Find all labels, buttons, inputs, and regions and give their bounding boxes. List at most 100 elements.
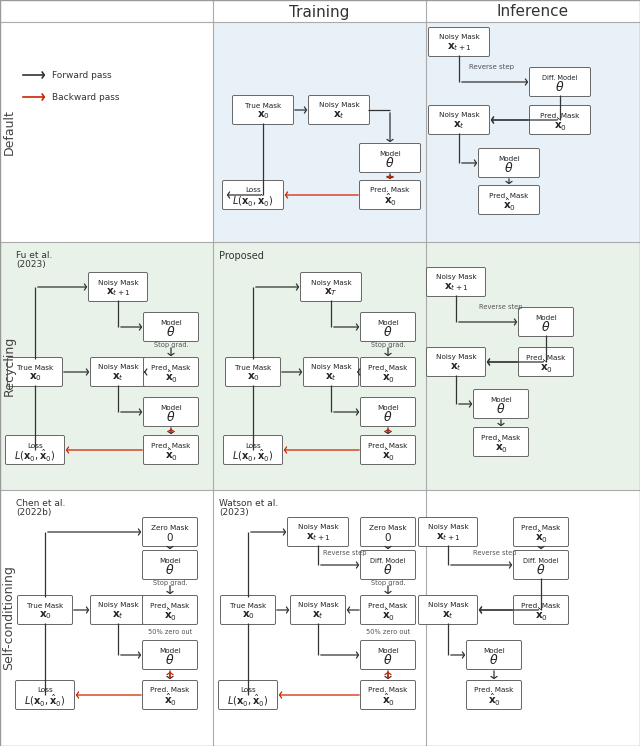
Text: (2023): (2023) xyxy=(16,260,45,269)
Text: Pred. Mask: Pred. Mask xyxy=(490,192,529,198)
Text: Noisy Mask: Noisy Mask xyxy=(428,524,468,530)
FancyBboxPatch shape xyxy=(467,680,522,709)
Text: Model: Model xyxy=(377,320,399,326)
Text: $\hat{\mathbf{x}}_0$: $\hat{\mathbf{x}}_0$ xyxy=(381,607,394,623)
FancyBboxPatch shape xyxy=(513,518,568,547)
FancyBboxPatch shape xyxy=(360,181,420,210)
FancyBboxPatch shape xyxy=(513,551,568,580)
FancyBboxPatch shape xyxy=(225,357,280,386)
FancyBboxPatch shape xyxy=(143,357,198,386)
FancyBboxPatch shape xyxy=(360,313,415,342)
Text: $\mathbf{x}_t$: $\mathbf{x}_t$ xyxy=(312,609,324,621)
Text: $\theta$: $\theta$ xyxy=(166,410,176,424)
Text: Noisy Mask: Noisy Mask xyxy=(298,524,339,530)
Text: Pred. Mask: Pred. Mask xyxy=(522,524,561,530)
Text: $\mathbf{x}_0$: $\mathbf{x}_0$ xyxy=(241,609,255,621)
Text: Noisy Mask: Noisy Mask xyxy=(98,603,138,609)
FancyBboxPatch shape xyxy=(419,518,477,547)
Text: Inference: Inference xyxy=(497,4,569,19)
FancyBboxPatch shape xyxy=(360,595,415,624)
Text: Chen et al.: Chen et al. xyxy=(16,498,65,507)
Text: Pred. Mask: Pred. Mask xyxy=(368,442,408,448)
Text: Pred. Mask: Pred. Mask xyxy=(368,365,408,371)
FancyBboxPatch shape xyxy=(143,398,198,427)
Text: 50% zero out: 50% zero out xyxy=(366,630,410,636)
Text: Pred. Mask: Pred. Mask xyxy=(368,603,408,609)
Text: Pred. Mask: Pred. Mask xyxy=(540,113,580,119)
FancyBboxPatch shape xyxy=(479,148,540,178)
FancyBboxPatch shape xyxy=(360,551,415,580)
Text: Model: Model xyxy=(377,405,399,411)
Text: Loss: Loss xyxy=(240,688,256,694)
Text: Noisy Mask: Noisy Mask xyxy=(438,113,479,119)
Text: $\theta$: $\theta$ xyxy=(536,563,546,577)
FancyBboxPatch shape xyxy=(360,641,415,669)
Text: $0$: $0$ xyxy=(384,531,392,543)
FancyBboxPatch shape xyxy=(419,595,477,624)
Text: $\mathbf{x}_{t+1}$: $\mathbf{x}_{t+1}$ xyxy=(447,41,471,53)
Text: $\hat{\mathbf{x}}_0$: $\hat{\mathbf{x}}_0$ xyxy=(534,607,547,623)
Text: $\hat{\mathbf{x}}_0$: $\hat{\mathbf{x}}_0$ xyxy=(554,117,566,133)
Text: Pred. Mask: Pred. Mask xyxy=(368,688,408,694)
Text: $\theta$: $\theta$ xyxy=(383,410,393,424)
Text: Noisy Mask: Noisy Mask xyxy=(319,102,360,108)
Text: Model: Model xyxy=(160,320,182,326)
Text: $\theta$: $\theta$ xyxy=(165,563,175,577)
Text: $\mathbf{x}_t$: $\mathbf{x}_t$ xyxy=(453,119,465,131)
FancyBboxPatch shape xyxy=(426,268,486,296)
Text: $\mathbf{x}_t$: $\mathbf{x}_t$ xyxy=(442,609,454,621)
Text: $\mathbf{x}_0$: $\mathbf{x}_0$ xyxy=(38,609,51,621)
FancyBboxPatch shape xyxy=(143,551,198,580)
Bar xyxy=(213,242,426,490)
FancyBboxPatch shape xyxy=(474,427,529,457)
FancyBboxPatch shape xyxy=(529,105,591,134)
Text: $\theta$: $\theta$ xyxy=(166,325,176,339)
FancyBboxPatch shape xyxy=(17,595,72,624)
Text: Model: Model xyxy=(490,397,512,403)
FancyBboxPatch shape xyxy=(360,680,415,709)
Text: $\theta$: $\theta$ xyxy=(496,402,506,416)
Text: 50% zero out: 50% zero out xyxy=(148,630,192,636)
Text: Recycling: Recycling xyxy=(3,336,15,396)
Text: Pred. Mask: Pred. Mask xyxy=(481,434,521,440)
FancyBboxPatch shape xyxy=(308,95,369,125)
Text: Noisy Mask: Noisy Mask xyxy=(436,354,476,360)
Text: Diff. Model: Diff. Model xyxy=(542,75,578,81)
Text: $\hat{\mathbf{x}}_0$: $\hat{\mathbf{x}}_0$ xyxy=(381,692,394,708)
Text: Pred. Mask: Pred. Mask xyxy=(526,354,566,360)
Bar xyxy=(0,490,213,746)
Text: Backward pass: Backward pass xyxy=(52,93,120,101)
Text: $L(\mathbf{x}_0, \hat{\mathbf{x}}_0)$: $L(\mathbf{x}_0, \hat{\mathbf{x}}_0)$ xyxy=(232,447,274,463)
FancyBboxPatch shape xyxy=(513,595,568,624)
FancyBboxPatch shape xyxy=(479,186,540,215)
FancyBboxPatch shape xyxy=(232,95,294,125)
FancyBboxPatch shape xyxy=(223,181,284,210)
FancyBboxPatch shape xyxy=(467,641,522,669)
Bar xyxy=(426,22,640,242)
Text: (2022b): (2022b) xyxy=(16,507,51,516)
Text: $L(\mathbf{x}_0, \hat{\mathbf{x}}_0)$: $L(\mathbf{x}_0, \hat{\mathbf{x}}_0)$ xyxy=(232,192,274,208)
Text: $\theta$: $\theta$ xyxy=(383,325,393,339)
Text: Self-conditioning: Self-conditioning xyxy=(3,565,15,671)
Text: Reverse step: Reverse step xyxy=(469,64,514,70)
FancyBboxPatch shape xyxy=(90,595,145,624)
Bar xyxy=(0,242,213,490)
Text: True Mask: True Mask xyxy=(235,365,271,371)
FancyBboxPatch shape xyxy=(429,105,490,134)
Text: $\hat{\mathbf{x}}_0$: $\hat{\mathbf{x}}_0$ xyxy=(381,447,394,463)
FancyBboxPatch shape xyxy=(426,348,486,377)
FancyBboxPatch shape xyxy=(143,641,198,669)
Text: $\mathbf{x}_0$: $\mathbf{x}_0$ xyxy=(246,371,259,383)
Text: Noisy Mask: Noisy Mask xyxy=(436,275,476,280)
Text: Noisy Mask: Noisy Mask xyxy=(310,365,351,371)
Text: $\theta$: $\theta$ xyxy=(383,563,393,577)
FancyBboxPatch shape xyxy=(218,680,278,709)
Text: True Mask: True Mask xyxy=(230,603,266,609)
Text: True Mask: True Mask xyxy=(27,603,63,609)
FancyBboxPatch shape xyxy=(360,357,415,386)
Text: Diff. Model: Diff. Model xyxy=(524,558,559,564)
FancyBboxPatch shape xyxy=(301,272,362,301)
FancyBboxPatch shape xyxy=(143,436,198,465)
Text: Pred. Mask: Pred. Mask xyxy=(151,365,191,371)
Text: Stop grad.: Stop grad. xyxy=(371,580,405,586)
